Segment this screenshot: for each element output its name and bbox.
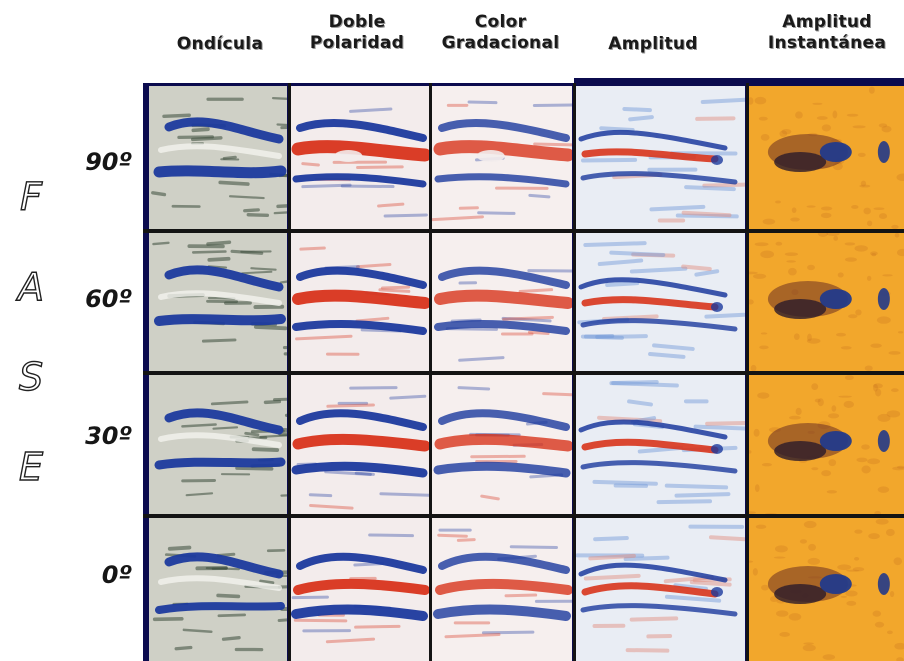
panel-doble-polaridad-row-4 <box>290 518 429 661</box>
row-divider-1 <box>143 229 904 233</box>
header-color-gradacional-line1: Color <box>474 12 527 32</box>
column-divider-1 <box>288 83 291 661</box>
panel-amplitud-row-4 <box>575 518 745 661</box>
fase-letter-s: S <box>18 354 44 399</box>
panel-doble-polaridad-row-3 <box>290 375 429 516</box>
column-divider-4 <box>746 83 749 661</box>
row-label-0: 0º <box>101 561 132 589</box>
row-label-30: 30º <box>85 422 132 450</box>
panel-doble-polaridad-row-2 <box>290 233 429 373</box>
panel-grid <box>143 83 904 661</box>
header-amplitud-instantanea-line2: Instantánea <box>767 33 887 53</box>
column-divider-2 <box>429 83 432 661</box>
panel-amplitud-instantanea-row-1 <box>749 86 904 231</box>
row-label-90: 90º <box>85 148 132 176</box>
header-amplitud-instantanea: Amplitud Instantánea <box>752 12 902 54</box>
header-color-gradacional-line2: Gradacional <box>441 33 560 53</box>
panel-amplitud-instantanea-row-2 <box>749 233 904 373</box>
panel-ondicula-row-3 <box>149 375 287 516</box>
panel-amplitud-row-2 <box>575 233 745 373</box>
header-doble-polaridad-line2: Polaridad <box>309 33 405 53</box>
header-amplitud: Amplitud <box>608 34 698 54</box>
panel-ondicula-row-1 <box>149 86 287 231</box>
header-amplitud-instantanea-line1: Amplitud <box>782 12 872 32</box>
header-color-gradacional: Color Gradacional <box>428 12 573 54</box>
amplitud-frame-top <box>574 78 904 84</box>
panel-color-gradacional-row-2 <box>432 233 572 373</box>
header-ondicula: Ondícula <box>176 34 264 54</box>
row-divider-3 <box>143 514 904 518</box>
panel-amplitud-row-3 <box>575 375 745 516</box>
header-doble-polaridad: Doble Polaridad <box>292 12 422 54</box>
panel-amplitud-row-1 <box>575 86 745 231</box>
fase-letter-f: F <box>19 174 42 219</box>
panel-doble-polaridad-row-1 <box>290 86 429 231</box>
column-divider-3 <box>573 83 576 661</box>
header-doble-polaridad-line1: Doble <box>328 12 386 32</box>
row-label-60: 60º <box>85 285 132 313</box>
panel-color-gradacional-row-4 <box>432 518 572 661</box>
panel-ondicula-row-2 <box>149 233 287 373</box>
panel-amplitud-instantanea-row-3 <box>749 375 904 516</box>
row-divider-2 <box>143 371 904 375</box>
panel-ondicula-row-4 <box>149 518 287 661</box>
panel-color-gradacional-row-3 <box>432 375 572 516</box>
fase-letter-a: A <box>17 264 44 309</box>
panel-amplitud-instantanea-row-4 <box>749 518 904 661</box>
panel-color-gradacional-row-1 <box>432 86 572 231</box>
fase-letter-e: E <box>18 444 43 489</box>
